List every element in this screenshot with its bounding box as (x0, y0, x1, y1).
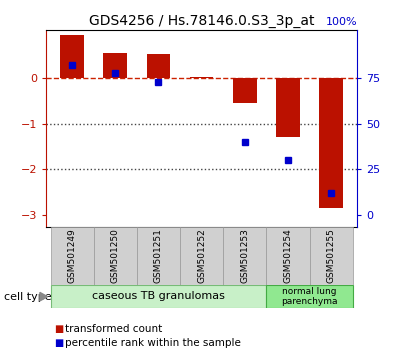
Text: GSM501250: GSM501250 (111, 228, 120, 283)
Bar (103, 53, 127, 78)
Bar (60, 35, 84, 78)
Text: GSM501253: GSM501253 (240, 228, 249, 283)
Bar (319, 78, 343, 208)
Bar (223, 227, 266, 285)
Text: caseous TB granulomas: caseous TB granulomas (92, 291, 225, 302)
Bar (190, 77, 213, 78)
Bar (50, 285, 266, 308)
Bar (266, 285, 353, 308)
Text: percentile rank within the sample: percentile rank within the sample (65, 338, 241, 348)
Bar (50, 227, 94, 285)
Bar (310, 227, 353, 285)
Text: 100%: 100% (326, 17, 357, 27)
Text: GSM501252: GSM501252 (197, 228, 206, 283)
Bar (147, 54, 170, 78)
Text: GSM501251: GSM501251 (154, 228, 163, 283)
Bar (276, 78, 300, 137)
Bar (94, 227, 137, 285)
Bar (233, 78, 257, 103)
Bar (180, 227, 223, 285)
Bar (137, 227, 180, 285)
Text: cell type: cell type (4, 292, 52, 302)
Text: GSM501249: GSM501249 (68, 228, 76, 283)
Text: ■: ■ (55, 338, 64, 348)
Bar (266, 227, 310, 285)
Text: transformed count: transformed count (65, 324, 163, 333)
Title: GDS4256 / Hs.78146.0.S3_3p_at: GDS4256 / Hs.78146.0.S3_3p_at (89, 14, 314, 28)
Text: normal lung
parenchyma: normal lung parenchyma (281, 287, 338, 306)
Text: GSM501255: GSM501255 (327, 228, 336, 283)
Text: ■: ■ (55, 324, 64, 333)
Text: GSM501254: GSM501254 (284, 228, 292, 283)
